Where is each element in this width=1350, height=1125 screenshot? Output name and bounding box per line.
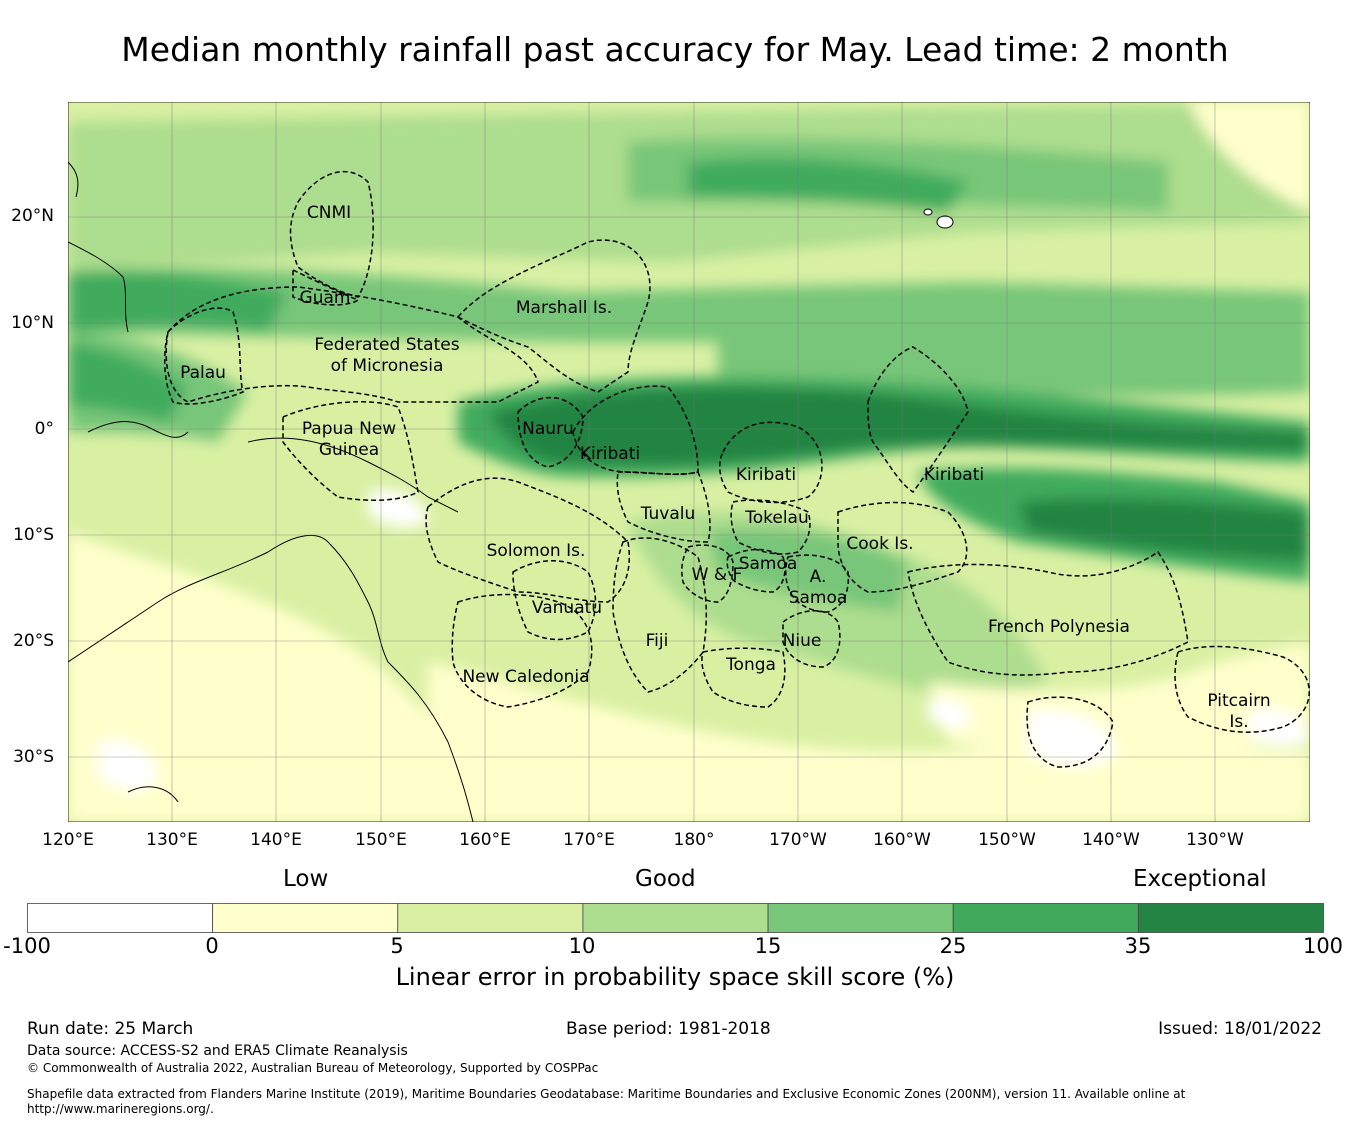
colorbar-segment xyxy=(1137,903,1324,933)
region-label-kiribati-gilbert: Kiribati xyxy=(580,444,640,464)
region-label-new-caledonia: New Caledonia xyxy=(462,667,589,687)
lon-label-140e: 140°E xyxy=(250,830,302,850)
region-label-pitcairn-is: Pitcairn Is. xyxy=(1207,691,1270,732)
lon-label-170e: 170°E xyxy=(563,830,615,850)
region-label-tonga: Tonga xyxy=(725,655,776,675)
lat-label-eq: 0° xyxy=(34,419,54,439)
map-title: Median monthly rainfall past accuracy fo… xyxy=(121,30,1229,69)
skill-score-map: CNMI Guam Marshall Is. Federated States o… xyxy=(68,102,1310,822)
colorbar-tick: 5 xyxy=(390,934,404,958)
region-label-tuvalu: Tuvalu xyxy=(640,504,696,524)
colorbar-title: Linear error in probability space skill … xyxy=(395,963,955,991)
colorbar-tick: 0 xyxy=(205,934,219,958)
lat-label-20s: 20°S xyxy=(13,631,54,651)
shapefile-credit: Shapefile data extracted from Flanders M… xyxy=(27,1087,1186,1101)
legend-category-low: Low xyxy=(283,866,329,892)
lon-label-140w: 140°W xyxy=(1082,830,1140,850)
region-label-solomon-is: Solomon Is. xyxy=(487,541,586,561)
colorbar-segment xyxy=(952,903,1139,933)
lon-label-170w: 170°W xyxy=(769,830,827,850)
issued-date: Issued: 18/01/2022 xyxy=(1158,1019,1322,1039)
lon-label-180: 180° xyxy=(673,830,715,850)
region-label-vanuatu: Vanuatu xyxy=(532,598,602,618)
colorbar-tick: -100 xyxy=(3,934,51,958)
region-label-cook-is: Cook Is. xyxy=(846,534,913,554)
region-label-fsm: Federated States of Micronesia xyxy=(314,335,459,376)
region-label-fiji: Fiji xyxy=(646,631,669,651)
lon-label-160e: 160°E xyxy=(459,830,511,850)
region-label-french-polynesia: French Polynesia xyxy=(988,617,1130,637)
colorbar-tick: 25 xyxy=(939,934,967,958)
skill-score-field xyxy=(68,102,1310,822)
lat-label-10n: 10°N xyxy=(11,313,54,333)
run-date: Run date: 25 March xyxy=(27,1019,194,1039)
base-period: Base period: 1981-2018 xyxy=(566,1019,771,1039)
lon-label-120e: 120°E xyxy=(42,830,94,850)
region-label-nauru: Nauru xyxy=(522,419,574,439)
region-label-guam: Guam xyxy=(300,288,351,308)
colorbar-tick: 35 xyxy=(1124,934,1152,958)
region-label-samoa: Samoa xyxy=(739,554,798,574)
lon-label-150w: 150°W xyxy=(978,830,1036,850)
colorbar-segment xyxy=(582,903,769,933)
region-label-png: Papua New Guinea xyxy=(302,419,396,460)
colorbar-tick: 100 xyxy=(1302,934,1344,958)
colorbar-segment xyxy=(27,903,214,933)
colorbar xyxy=(27,903,1324,933)
region-label-palau: Palau xyxy=(180,363,226,383)
colorbar-tick: 15 xyxy=(754,934,782,958)
lat-label-20n: 20°N xyxy=(11,206,54,226)
legend-category-exceptional: Exceptional xyxy=(1133,866,1267,892)
colorbar-segment xyxy=(212,903,399,933)
data-source: Data source: ACCESS-S2 and ERA5 Climate … xyxy=(27,1043,408,1059)
colorbar-tick: 10 xyxy=(568,934,596,958)
lon-label-130w: 130°W xyxy=(1186,830,1244,850)
region-label-cnmi: CNMI xyxy=(307,203,351,223)
region-label-kiribati-line: Kiribati xyxy=(924,465,984,485)
colorbar-segment xyxy=(767,903,954,933)
region-label-kiribati-phoenix: Kiribati xyxy=(736,465,796,485)
lon-label-160w: 160°W xyxy=(873,830,931,850)
copyright: © Commonwealth of Australia 2022, Austra… xyxy=(27,1061,599,1075)
eez-boundaries xyxy=(163,171,1310,768)
lon-label-150e: 150°E xyxy=(355,830,407,850)
region-label-marshall-is: Marshall Is. xyxy=(516,298,612,318)
region-label-niue: Niue xyxy=(783,631,822,651)
legend-category-good: Good xyxy=(635,866,696,892)
region-label-tokelau: Tokelau xyxy=(744,508,809,528)
region-label-wallis-futuna: W & F xyxy=(692,565,743,585)
shapefile-url: http://www.marineregions.org/. xyxy=(27,1102,214,1116)
colorbar-segment xyxy=(397,903,584,933)
lat-label-10s: 10°S xyxy=(13,525,54,545)
lon-label-130e: 130°E xyxy=(146,830,198,850)
region-label-american-samoa: A. Samoa xyxy=(789,567,848,608)
lat-label-30s: 30°S xyxy=(13,747,54,767)
